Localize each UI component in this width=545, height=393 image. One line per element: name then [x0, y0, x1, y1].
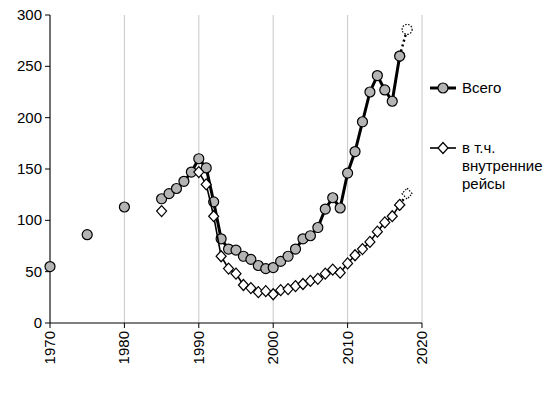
- series-marker: [350, 250, 360, 261]
- x-tick-label: 2020: [413, 331, 430, 364]
- x-tick-label: 1970: [41, 331, 58, 364]
- series-marker: [365, 236, 375, 247]
- series-marker: [395, 51, 405, 61]
- y-tick-label: 200: [17, 109, 42, 126]
- series-marker: [402, 188, 412, 199]
- series-marker: [201, 179, 211, 190]
- series-marker: [395, 199, 405, 210]
- x-tick: [347, 323, 348, 328]
- series-marker: [357, 117, 367, 127]
- series-marker: [179, 176, 189, 186]
- legend-label-line: в т.ч.: [462, 139, 496, 156]
- series-marker: [313, 223, 323, 233]
- x-tick-label: 1990: [190, 331, 207, 364]
- x-tick: [273, 323, 274, 328]
- series-marker: [387, 211, 397, 222]
- x-tick: [422, 323, 423, 328]
- y-tick: [45, 169, 50, 170]
- series-marker: [194, 167, 204, 178]
- series-marker: [209, 211, 219, 222]
- series-marker: [387, 96, 397, 106]
- series: [45, 51, 405, 274]
- series-marker: [119, 202, 129, 212]
- legend-label: Всего: [462, 79, 501, 96]
- legend-label-line: рейсы: [462, 175, 505, 192]
- series-line: [162, 56, 400, 269]
- grid-line: [273, 15, 274, 323]
- x-axis: [50, 323, 422, 324]
- series-marker: [350, 147, 360, 157]
- series-marker: [372, 226, 382, 237]
- y-tick: [45, 323, 50, 324]
- y-tick: [45, 15, 50, 16]
- series-marker: [357, 244, 367, 255]
- series-marker: [305, 231, 315, 241]
- series-marker: [157, 206, 167, 217]
- y-tick-label: 50: [25, 263, 42, 280]
- x-tick: [50, 323, 51, 328]
- y-tick-label: 0: [34, 314, 42, 331]
- chart: 0 50 100 150 200 250 300 1970 1980 1990 2000 2010 20…: [0, 0, 545, 393]
- series-marker: [335, 203, 345, 213]
- legend-marker: [438, 83, 448, 93]
- series-marker: [343, 168, 353, 178]
- series-marker: [291, 244, 301, 254]
- series-marker: [216, 251, 226, 262]
- x-tick: [124, 323, 125, 328]
- y-tick: [45, 117, 50, 118]
- legend-label: в т.ч.внутренниерейсы: [462, 139, 543, 192]
- x-tick-label: 2000: [264, 331, 281, 364]
- series: [157, 167, 405, 300]
- grid-line: [124, 15, 125, 323]
- grid-line: [422, 15, 423, 323]
- series-marker: [194, 154, 204, 164]
- y-tick: [45, 66, 50, 67]
- y-tick-label: 300: [17, 6, 42, 23]
- x-tick-label: 2010: [339, 331, 356, 364]
- legend: Всего в т.ч.внутренниерейсы: [430, 79, 543, 192]
- series: [395, 188, 412, 210]
- series-marker: [395, 199, 405, 210]
- y-tick-label: 250: [17, 57, 42, 74]
- series-marker: [231, 268, 241, 279]
- series-marker: [343, 258, 353, 269]
- legend-marker: [438, 143, 448, 154]
- series-marker: [320, 204, 330, 214]
- series-marker: [402, 24, 412, 34]
- x-tick-label: 1980: [115, 331, 132, 364]
- series: [395, 24, 412, 61]
- y-tick: [45, 220, 50, 221]
- series-marker: [45, 262, 55, 272]
- series-marker: [82, 230, 92, 240]
- series-marker: [380, 85, 390, 95]
- series-marker: [328, 193, 338, 203]
- series-marker: [365, 87, 375, 97]
- y-tick-label: 100: [17, 211, 42, 228]
- y-tick-label: 150: [17, 160, 42, 177]
- series-marker: [335, 267, 345, 278]
- series-marker: [380, 217, 390, 228]
- legend-label-line: Всего: [462, 79, 501, 96]
- series-line: [199, 172, 400, 294]
- plot-area: [45, 24, 412, 299]
- x-tick: [198, 323, 199, 328]
- legend-label-line: внутренние: [462, 157, 543, 174]
- series-marker: [395, 51, 405, 61]
- series-marker: [372, 71, 382, 81]
